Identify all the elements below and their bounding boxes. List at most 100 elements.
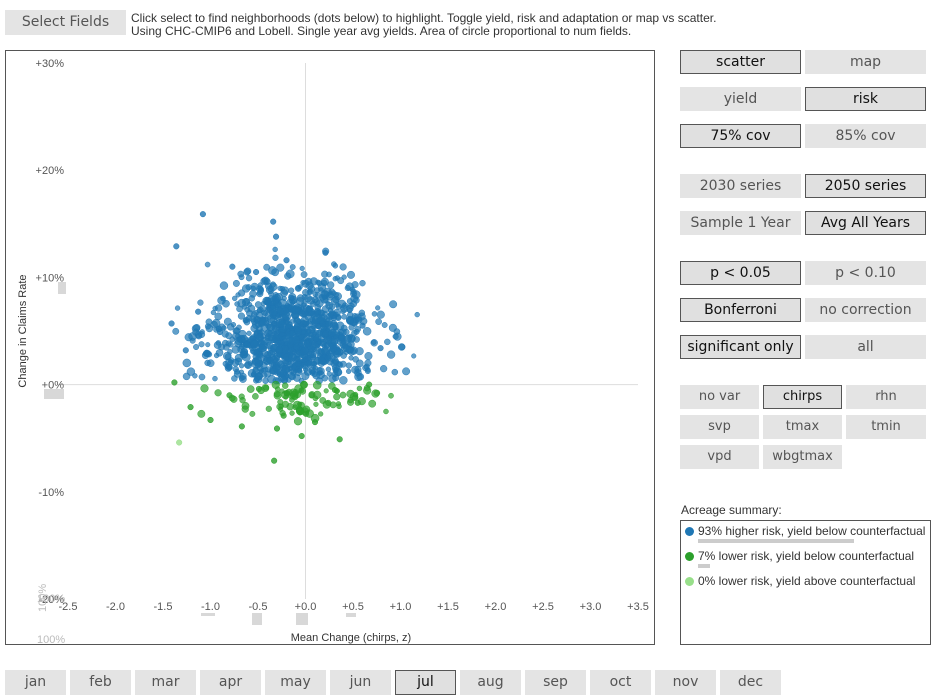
coverage-75-button[interactable]: 75% cov [680, 124, 801, 148]
data-point [173, 243, 180, 250]
significant-only-button[interactable]: significant only [680, 335, 801, 359]
data-point [199, 211, 206, 218]
data-point [289, 264, 296, 270]
histogram-bar [252, 613, 262, 625]
data-point [288, 329, 296, 337]
data-point [312, 380, 322, 390]
data-point [325, 399, 332, 407]
data-point [172, 327, 180, 335]
var-svp-button[interactable]: svp [680, 415, 759, 439]
view-scatter-button[interactable]: scatter [680, 50, 801, 74]
x-tick-label: +3.0 [580, 601, 602, 613]
series-2050-button[interactable]: 2050 series [805, 174, 926, 198]
view-map-button[interactable]: map [805, 50, 926, 74]
data-point [270, 218, 277, 225]
data-point [331, 386, 339, 394]
month-mar-button[interactable]: mar [135, 670, 196, 695]
data-point [186, 367, 196, 376]
scatter-plot[interactable]: +30% +20% +10% +0% -10% -20% -2.5 -2.0 -1.5 -1.0 -… [5, 50, 655, 645]
data-point [355, 316, 363, 324]
data-point [187, 404, 194, 411]
data-point [341, 313, 348, 320]
data-point [232, 295, 238, 302]
data-point [252, 367, 260, 376]
data-point [364, 352, 373, 361]
var-tmax-button[interactable]: tmax [763, 415, 842, 439]
month-dec-button[interactable]: dec [720, 670, 781, 695]
month-oct-button[interactable]: oct [590, 670, 651, 695]
data-point [287, 371, 296, 380]
data-point [281, 382, 289, 389]
var-none-button[interactable]: no var [680, 385, 759, 409]
month-jun-button[interactable]: jun [330, 670, 391, 695]
sample-one-year-button[interactable]: Sample 1 Year [680, 211, 801, 235]
data-point [243, 318, 251, 326]
data-point [244, 267, 252, 275]
data-point [276, 339, 282, 346]
month-jul-button[interactable]: jul [395, 670, 456, 695]
data-point [298, 339, 307, 348]
var-vpd-button[interactable]: vpd [680, 445, 759, 469]
metric-risk-button[interactable]: risk [805, 87, 926, 111]
data-point [283, 257, 290, 264]
data-point [371, 389, 380, 398]
data-point [267, 334, 275, 342]
data-point [275, 318, 285, 328]
metric-yield-button[interactable]: yield [680, 87, 801, 111]
no-correction-button[interactable]: no correction [805, 298, 926, 322]
data-point [352, 356, 359, 363]
pvalue-010-button[interactable]: p < 0.10 [805, 261, 926, 285]
var-tmin-button[interactable]: tmin [846, 415, 926, 439]
bonferroni-button[interactable]: Bonferroni [680, 298, 801, 322]
month-jan-button[interactable]: jan [5, 670, 66, 695]
data-point [336, 361, 343, 368]
data-point [414, 311, 420, 318]
summary-item-lower-risk-above[interactable]: 0% lower risk, yield above counterfactua… [681, 573, 930, 593]
data-point [201, 351, 210, 359]
data-point [281, 365, 290, 374]
month-apr-button[interactable]: apr [200, 670, 261, 695]
month-aug-button[interactable]: aug [460, 670, 521, 695]
data-point [273, 391, 282, 400]
pvalue-005-button[interactable]: p < 0.05 [680, 261, 801, 285]
data-point [356, 385, 363, 392]
data-point [213, 341, 222, 349]
data-point [239, 363, 245, 369]
data-point [325, 366, 332, 373]
series-2030-button[interactable]: 2030 series [680, 174, 801, 198]
data-point [264, 370, 272, 378]
all-button[interactable]: all [805, 335, 926, 359]
data-point [336, 436, 343, 443]
month-feb-button[interactable]: feb [70, 670, 131, 695]
month-may-button[interactable]: may [265, 670, 326, 695]
select-fields-button[interactable]: Select Fields [5, 10, 126, 35]
data-point [375, 305, 381, 311]
month-nov-button[interactable]: nov [655, 670, 716, 695]
data-point [322, 310, 328, 317]
data-point [261, 309, 268, 316]
data-point [182, 347, 189, 354]
coverage-85-button[interactable]: 85% cov [805, 124, 926, 148]
data-point [254, 301, 262, 309]
data-point [205, 342, 211, 348]
scatter-plot-canvas[interactable]: +30% +20% +10% +0% -10% -20%-2.5 -2.0 -1.5 -1.0 -… [6, 51, 654, 644]
data-point [283, 394, 289, 400]
data-point [345, 362, 352, 369]
data-point [282, 312, 292, 321]
var-wbgtmax-button[interactable]: wbgtmax [763, 445, 842, 469]
data-point [315, 279, 321, 286]
y-tick-label: +0% [42, 380, 65, 392]
data-point [362, 364, 369, 372]
var-rhn-button[interactable]: rhn [846, 385, 926, 409]
month-sep-button[interactable]: sep [525, 670, 586, 695]
data-point [300, 316, 310, 325]
data-point [354, 369, 362, 377]
avg-all-years-button[interactable]: Avg All Years [805, 211, 926, 235]
summary-item-higher-risk[interactable]: 93% higher risk, yield below counterfact… [681, 523, 930, 543]
var-chirps-button[interactable]: chirps [763, 385, 842, 409]
summary-item-lower-risk-below[interactable]: 7% lower risk, yield below counterfactua… [681, 548, 930, 568]
data-point [176, 439, 183, 446]
higher-risk-dot-icon [685, 527, 694, 536]
data-point [305, 305, 313, 313]
histogram-max-label: 100% [37, 584, 49, 612]
